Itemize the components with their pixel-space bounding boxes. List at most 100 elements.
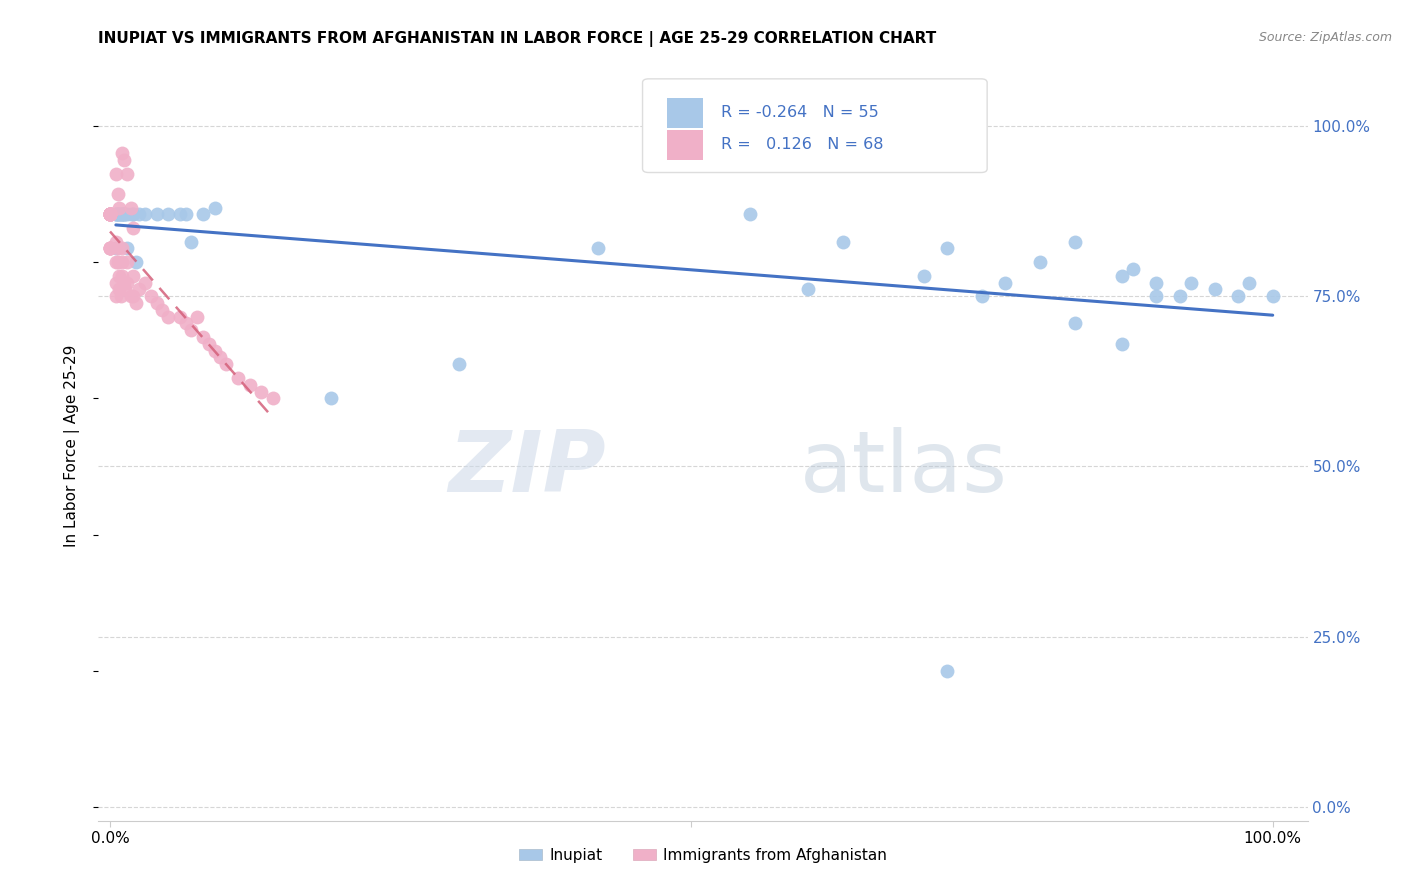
Point bbox=[239, 377, 262, 392]
Point bbox=[98, 207, 121, 221]
Point bbox=[98, 207, 121, 221]
Point bbox=[831, 235, 853, 249]
Point bbox=[98, 207, 121, 221]
Point bbox=[108, 207, 131, 221]
Point bbox=[191, 330, 214, 344]
Point bbox=[120, 289, 142, 303]
Point bbox=[114, 207, 136, 221]
Point bbox=[994, 276, 1017, 290]
Point bbox=[98, 207, 121, 221]
Point bbox=[107, 186, 129, 201]
Point bbox=[107, 255, 129, 269]
Point bbox=[104, 167, 127, 181]
Point bbox=[98, 207, 121, 221]
Point bbox=[169, 310, 191, 324]
Text: atlas: atlas bbox=[800, 427, 1008, 510]
Point bbox=[319, 392, 342, 406]
Point bbox=[169, 207, 191, 221]
Point bbox=[186, 310, 208, 324]
Point bbox=[1180, 276, 1202, 290]
Point bbox=[117, 276, 139, 290]
Point bbox=[98, 207, 121, 221]
Point bbox=[128, 282, 150, 296]
Point bbox=[1111, 336, 1133, 351]
Point bbox=[98, 207, 121, 221]
Point bbox=[122, 207, 145, 221]
Point bbox=[98, 207, 121, 221]
Point bbox=[262, 392, 284, 406]
Point bbox=[1144, 276, 1167, 290]
Point bbox=[970, 289, 993, 303]
Point bbox=[1226, 289, 1249, 303]
FancyBboxPatch shape bbox=[643, 78, 987, 172]
Point bbox=[139, 289, 162, 303]
Point bbox=[98, 207, 121, 221]
Point bbox=[120, 207, 142, 221]
Point bbox=[134, 276, 156, 290]
Point bbox=[114, 282, 136, 296]
Point bbox=[111, 255, 134, 269]
Point bbox=[111, 242, 134, 256]
Point bbox=[157, 207, 180, 221]
Point bbox=[134, 207, 156, 221]
Point bbox=[226, 371, 249, 385]
Text: R = -0.264   N = 55: R = -0.264 N = 55 bbox=[721, 105, 879, 120]
Point bbox=[108, 282, 131, 296]
Point bbox=[912, 268, 935, 283]
Point bbox=[98, 207, 121, 221]
Point bbox=[98, 242, 121, 256]
Point bbox=[122, 207, 145, 221]
Point bbox=[250, 384, 273, 399]
Point bbox=[215, 357, 238, 371]
Point bbox=[1029, 255, 1052, 269]
Point bbox=[98, 207, 121, 221]
Point bbox=[111, 207, 134, 221]
Point bbox=[124, 255, 146, 269]
Point bbox=[1204, 282, 1226, 296]
Point bbox=[104, 242, 127, 256]
Point bbox=[112, 153, 135, 167]
Point bbox=[936, 664, 959, 678]
Point bbox=[157, 310, 180, 324]
Point bbox=[122, 289, 145, 303]
Point bbox=[98, 242, 121, 256]
Point bbox=[104, 276, 127, 290]
Point bbox=[104, 207, 127, 221]
Point bbox=[150, 302, 173, 317]
Point bbox=[1064, 235, 1087, 249]
Point bbox=[107, 242, 129, 256]
Point bbox=[174, 317, 197, 331]
Point bbox=[98, 207, 121, 221]
Point bbox=[117, 255, 139, 269]
Point bbox=[204, 201, 226, 215]
Point bbox=[111, 207, 134, 221]
Point bbox=[124, 296, 146, 310]
Point bbox=[117, 207, 139, 221]
Text: INUPIAT VS IMMIGRANTS FROM AFGHANISTAN IN LABOR FORCE | AGE 25-29 CORRELATION CH: INUPIAT VS IMMIGRANTS FROM AFGHANISTAN I… bbox=[98, 31, 936, 47]
Point bbox=[104, 235, 127, 249]
Point bbox=[588, 242, 610, 256]
Point bbox=[110, 289, 132, 303]
Point bbox=[110, 207, 132, 221]
Point bbox=[108, 207, 131, 221]
Point bbox=[936, 242, 959, 256]
Point bbox=[112, 276, 135, 290]
Point bbox=[104, 207, 127, 221]
Point bbox=[1144, 289, 1167, 303]
Point bbox=[447, 357, 470, 371]
Point bbox=[108, 268, 131, 283]
Point bbox=[98, 242, 121, 256]
Point bbox=[1111, 268, 1133, 283]
Point bbox=[145, 207, 167, 221]
Point bbox=[120, 201, 142, 215]
Point bbox=[738, 207, 761, 221]
Point bbox=[111, 268, 134, 283]
FancyBboxPatch shape bbox=[666, 130, 703, 160]
Point bbox=[198, 336, 221, 351]
Point bbox=[107, 207, 129, 221]
Point bbox=[191, 207, 214, 221]
Text: ZIP: ZIP bbox=[449, 427, 606, 510]
Point bbox=[1261, 289, 1284, 303]
Point bbox=[1064, 317, 1087, 331]
Text: Source: ZipAtlas.com: Source: ZipAtlas.com bbox=[1258, 31, 1392, 45]
